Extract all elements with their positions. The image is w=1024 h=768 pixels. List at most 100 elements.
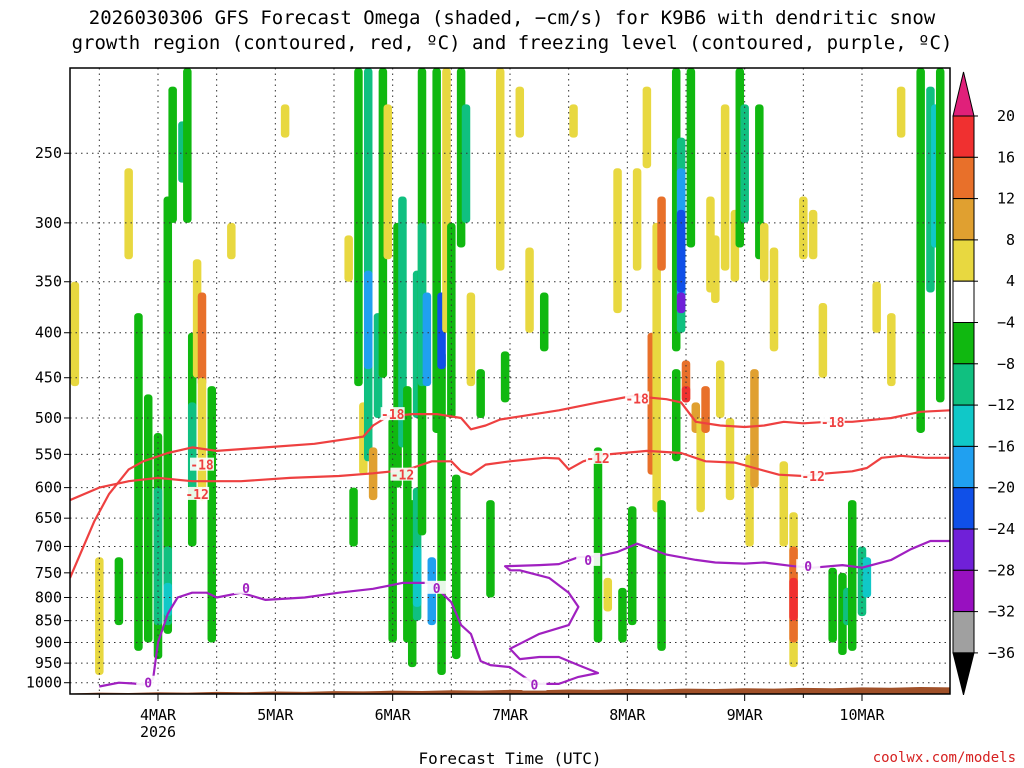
contour-label-bg-freezing-level-0-1 bbox=[234, 580, 258, 594]
omega-cell-23 bbox=[349, 487, 358, 547]
y-tick-label-350: 350 bbox=[35, 273, 62, 291]
omega-cell-8 bbox=[163, 196, 173, 634]
omega-cell-112 bbox=[896, 86, 906, 138]
omega-cell-63 bbox=[613, 168, 622, 314]
omega-cell-15 bbox=[187, 402, 197, 488]
colorbar-label-3: 8 bbox=[1006, 231, 1015, 249]
contour-label-dgz-minus18-3: -18 bbox=[821, 416, 845, 431]
contour-label-bg-freezing-level-0-2 bbox=[424, 580, 449, 594]
omega-cell-22 bbox=[344, 235, 353, 282]
contour-lines bbox=[70, 394, 950, 688]
omega-cell-21 bbox=[280, 104, 290, 138]
colorbar-band-3 bbox=[952, 239, 975, 282]
contour-label-bg-freezing-level-0-4 bbox=[796, 559, 821, 573]
colorbar-band-2 bbox=[952, 198, 975, 241]
terrain bbox=[70, 687, 950, 694]
omega-cell-62 bbox=[603, 577, 613, 612]
credit-text: coolwx.com/models bbox=[873, 750, 1016, 766]
x-tick-label-0: 4MAR bbox=[140, 706, 177, 724]
chart-title-line-2: growth region (contoured, red, ºC) and f… bbox=[72, 32, 953, 54]
contour-label-freezing-level-0-3: 0 bbox=[584, 554, 592, 569]
omega-cell-93 bbox=[750, 369, 759, 488]
x-tick-label-2: 6MAR bbox=[375, 706, 412, 724]
omega-cell-31 bbox=[383, 104, 393, 260]
colorbar-band-7 bbox=[952, 404, 975, 447]
contour-label-freezing-level-0-2: 0 bbox=[433, 582, 441, 597]
contour-label-bg-dgz-minus18-3 bbox=[820, 414, 845, 428]
omega-cell-52 bbox=[466, 292, 476, 387]
colorbar-label-4: 4 bbox=[1006, 272, 1015, 290]
omega-cell-45 bbox=[437, 351, 446, 675]
contour-label-bg-freezing-level-0-3 bbox=[576, 552, 601, 566]
omega-cell-77 bbox=[676, 292, 686, 314]
colorbar-band-12 bbox=[952, 611, 975, 654]
omega-cell-20 bbox=[227, 222, 236, 260]
omega-cell-24 bbox=[354, 68, 363, 387]
colorbar-band-0 bbox=[952, 115, 975, 158]
omega-cell-88 bbox=[725, 417, 735, 501]
y-tick-label-600: 600 bbox=[35, 479, 62, 497]
y-tick-label-800: 800 bbox=[35, 588, 62, 606]
omega-cell-94 bbox=[755, 104, 764, 260]
x-tick-sublabel-0: 2026 bbox=[140, 723, 176, 741]
y-tick-label-750: 750 bbox=[35, 564, 62, 582]
omega-cell-95 bbox=[759, 222, 769, 282]
omega-cell-26 bbox=[363, 68, 373, 462]
omega-cell-83 bbox=[701, 386, 710, 433]
colorbar-label-13: −36 bbox=[988, 644, 1015, 662]
omega-cell-86 bbox=[715, 360, 725, 418]
y-tick-label-300: 300 bbox=[35, 214, 62, 232]
omega-cell-87 bbox=[720, 104, 730, 271]
colorbar: 20 16 12 8 4 −4 −8 −12 −16 −20 −24 −28 −32 −36 bbox=[952, 71, 1015, 696]
y-tick-label-400: 400 bbox=[35, 324, 62, 342]
contour-label-dgz-minus12-3: -12 bbox=[801, 470, 824, 485]
omega-cell-64 bbox=[618, 587, 627, 643]
omega-cell-4 bbox=[134, 313, 143, 651]
x-tick-label-4: 8MAR bbox=[609, 706, 646, 724]
contour-label-bg-dgz-minus18-2 bbox=[625, 391, 650, 405]
omega-cell-91 bbox=[740, 104, 749, 223]
colorbar-band-10 bbox=[952, 528, 975, 571]
omega-cell-76 bbox=[676, 209, 686, 293]
colorbar-band-4 bbox=[952, 280, 975, 324]
omega-cell-13 bbox=[183, 68, 192, 223]
omega-cell-27 bbox=[363, 270, 373, 370]
omega-cell-53 bbox=[476, 369, 485, 418]
contour-label-dgz-minus12-2: -12 bbox=[586, 452, 609, 467]
y-tick-label-700: 700 bbox=[35, 537, 62, 555]
colorbar-label-6: −8 bbox=[997, 355, 1015, 373]
contour-label-bg-freezing-level-0-0 bbox=[136, 675, 161, 689]
omega-cell-61 bbox=[593, 447, 603, 643]
omega-cell-71 bbox=[657, 196, 666, 271]
contour-label-freezing-level-0-0: 0 bbox=[144, 677, 152, 692]
contour-label-dgz-minus18-2: -18 bbox=[625, 392, 649, 407]
omega-cell-109 bbox=[862, 557, 872, 598]
omega-cell-54 bbox=[486, 500, 495, 598]
colorbar-top-arrow bbox=[952, 71, 975, 117]
contour-label-dgz-minus12-1: -12 bbox=[391, 469, 414, 484]
omega-cell-34 bbox=[398, 196, 407, 448]
colorbar-band-1 bbox=[952, 156, 975, 200]
omega-cell-73 bbox=[671, 369, 681, 462]
omega-cell-1 bbox=[95, 557, 104, 675]
y-tick-label-900: 900 bbox=[35, 633, 62, 651]
omega-cell-59 bbox=[539, 292, 549, 352]
omega-cell-107 bbox=[847, 500, 857, 651]
omega-cell-70 bbox=[657, 500, 666, 651]
omega-cell-56 bbox=[500, 351, 510, 403]
omega-cell-57 bbox=[515, 86, 525, 138]
colorbar-band-11 bbox=[952, 569, 975, 613]
omega-cell-103 bbox=[818, 302, 828, 378]
contour-label-dgz-minus12-0: -12 bbox=[185, 488, 208, 503]
omega-cell-111 bbox=[887, 313, 896, 387]
omega-cell-58 bbox=[525, 247, 534, 333]
omega-cell-10 bbox=[163, 582, 173, 617]
omega-cell-66 bbox=[632, 168, 642, 271]
contour-label-bg-dgz-minus18-0 bbox=[190, 457, 214, 471]
omega-cell-48 bbox=[447, 222, 456, 418]
omega-cell-19 bbox=[207, 386, 217, 643]
plot-area-background bbox=[70, 68, 950, 694]
omega-cell-51 bbox=[461, 104, 471, 223]
colorbar-band-6 bbox=[952, 363, 975, 406]
